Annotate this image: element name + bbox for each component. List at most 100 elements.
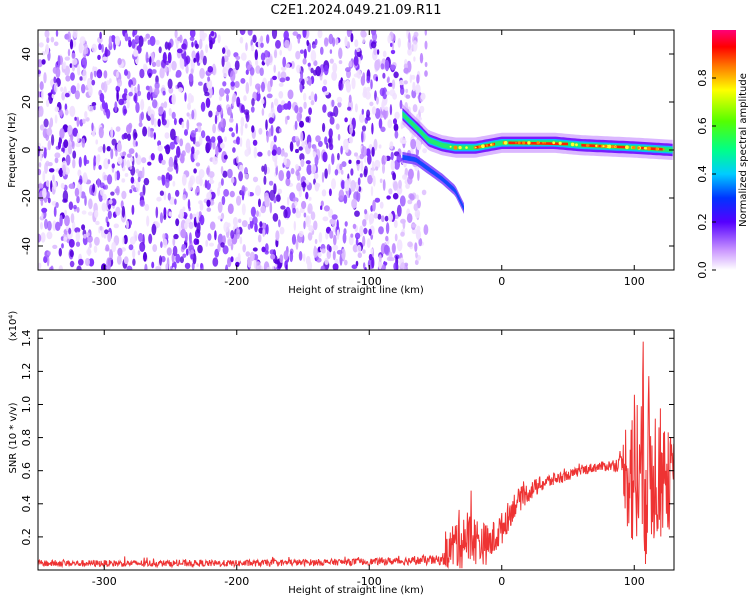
heatmap-cell — [393, 118, 397, 125]
heatmap-cell — [159, 255, 162, 266]
heatmap-cell — [343, 138, 349, 148]
heatmap-cell — [67, 124, 73, 136]
heatmap-cell — [223, 154, 228, 160]
heatmap-cell — [419, 52, 424, 64]
heatmap-cell — [92, 183, 95, 193]
heatmap-cell — [226, 93, 229, 102]
heatmap-cell — [300, 70, 304, 81]
heatmap-cell — [292, 197, 299, 203]
heatmap-cell — [76, 64, 81, 76]
heatmap-cell — [294, 120, 298, 130]
heatmap-cell — [83, 48, 87, 55]
heatmap-cell — [344, 221, 348, 227]
heatmap-cell — [328, 128, 333, 139]
heatmap-cell — [254, 223, 258, 233]
heatmap-cell — [139, 68, 145, 79]
heatmap-cell — [422, 148, 427, 154]
heatmap-cell — [239, 36, 244, 44]
heatmap-cell — [414, 259, 419, 265]
heatmap-cell — [57, 141, 62, 150]
heatmap-cell — [76, 116, 80, 128]
heatmap-cell — [368, 213, 375, 225]
heatmap-cell — [45, 180, 50, 187]
heatmap-cell — [175, 253, 181, 264]
heatmap-cell — [365, 148, 371, 157]
heatmap-cell — [370, 186, 374, 197]
heatmap-cell — [287, 196, 290, 206]
heatmap-cell — [128, 244, 134, 251]
heatmap-cell — [117, 79, 123, 87]
heatmap-cell — [386, 78, 390, 83]
heatmap-cell — [258, 198, 261, 208]
heatmap-cell — [313, 220, 318, 231]
heatmap-cell — [389, 257, 395, 262]
heatmap-cell — [218, 95, 223, 102]
heatmap-cell — [405, 88, 409, 94]
heatmap-cell — [299, 120, 304, 128]
heatmap-cell — [195, 175, 202, 185]
heatmap-cell — [64, 209, 68, 216]
heatmap-cell — [45, 44, 50, 55]
heatmap-cell — [389, 89, 396, 97]
heatmap-cell — [340, 169, 344, 175]
heatmap-cell — [268, 128, 272, 138]
heatmap-cell — [184, 92, 187, 102]
heatmap-cell — [105, 216, 109, 224]
heatmap-cell — [321, 172, 325, 183]
heatmap-cell — [273, 98, 279, 106]
heatmap-cell — [115, 170, 121, 181]
heatmap-cell — [241, 203, 246, 216]
x-axis-label-bottom: Height of straight line (km) — [288, 585, 424, 596]
heatmap-cell — [344, 36, 348, 47]
heatmap-cell — [321, 85, 328, 93]
heatmap-cell — [146, 215, 150, 227]
heatmap-cell — [91, 102, 97, 107]
heatmap-cell — [145, 33, 150, 39]
heatmap-cell — [41, 207, 48, 213]
heatmap-cell — [326, 250, 331, 260]
heatmap-cell — [312, 151, 317, 158]
heatmap-cell — [148, 233, 153, 244]
heatmap-cell — [300, 158, 305, 168]
heatmap-cell — [150, 52, 155, 63]
heatmap-cell — [220, 142, 225, 149]
heatmap-cell — [69, 250, 74, 258]
heatmap-cell — [217, 215, 222, 220]
heatmap-cell — [53, 76, 57, 84]
heatmap-cell — [383, 244, 389, 255]
heatmap-cell — [222, 47, 226, 54]
heatmap-cell — [163, 101, 168, 109]
heatmap-cell — [228, 127, 234, 132]
heatmap-cell — [320, 46, 324, 55]
heatmap-cell — [40, 198, 44, 207]
heatmap-cell — [366, 86, 371, 92]
heatmap-cell — [50, 36, 55, 43]
ridge-speck — [475, 146, 477, 149]
heatmap-cell — [93, 245, 98, 253]
heatmap-cell — [68, 144, 72, 155]
heatmap-cell — [354, 39, 359, 48]
heatmap-cell — [382, 87, 388, 100]
heatmap-cell — [175, 69, 182, 78]
heatmap-cell — [367, 153, 372, 165]
heatmap-cell — [68, 238, 75, 248]
heatmap-cell — [170, 128, 176, 141]
heatmap-cell — [396, 239, 403, 252]
heatmap-cell — [87, 77, 92, 89]
heatmap-cell — [260, 35, 264, 43]
heatmap-cell — [270, 77, 273, 88]
heatmap-cell — [91, 79, 96, 86]
ridge-speck — [575, 143, 577, 146]
heatmap-cell — [399, 262, 406, 270]
heatmap-cell — [121, 236, 125, 245]
heatmap-cell — [307, 141, 312, 149]
heatmap-cell — [326, 244, 331, 251]
heatmap-cell — [308, 225, 314, 232]
heatmap-cell — [289, 251, 294, 263]
heatmap-cell — [156, 196, 162, 202]
heatmap-cell — [356, 244, 362, 253]
heatmap-cell — [348, 235, 354, 246]
heatmap-cell — [318, 232, 323, 243]
heatmap-cell — [324, 168, 328, 179]
heatmap-cell — [55, 221, 61, 231]
